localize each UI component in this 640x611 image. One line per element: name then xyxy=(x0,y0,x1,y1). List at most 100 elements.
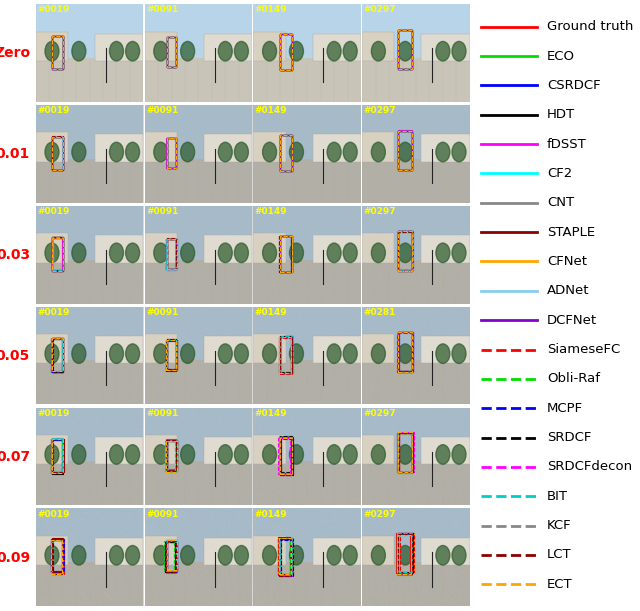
Bar xyxy=(167,440,177,470)
Bar xyxy=(398,433,412,472)
Circle shape xyxy=(218,546,232,565)
Bar xyxy=(95,336,143,364)
Bar xyxy=(51,439,62,472)
Bar xyxy=(280,437,291,474)
Bar xyxy=(280,538,292,575)
Bar xyxy=(397,332,412,371)
Bar xyxy=(280,437,292,474)
Bar xyxy=(280,538,292,575)
Bar xyxy=(204,437,252,464)
Bar xyxy=(166,441,176,472)
Circle shape xyxy=(125,344,140,364)
Bar xyxy=(52,136,63,170)
Circle shape xyxy=(452,546,466,565)
Bar xyxy=(397,433,412,473)
Circle shape xyxy=(125,445,140,464)
Text: CF2: CF2 xyxy=(547,167,572,180)
Polygon shape xyxy=(362,260,470,304)
Bar xyxy=(398,30,412,69)
Bar xyxy=(421,134,470,162)
Bar xyxy=(52,137,63,170)
Circle shape xyxy=(234,243,248,263)
Bar xyxy=(52,36,63,69)
Bar xyxy=(280,34,292,70)
Polygon shape xyxy=(36,562,143,606)
Bar xyxy=(279,337,291,373)
Bar xyxy=(52,36,63,69)
Circle shape xyxy=(343,445,357,464)
Polygon shape xyxy=(145,260,252,304)
Bar xyxy=(36,32,68,61)
Bar xyxy=(52,439,63,472)
Bar xyxy=(280,34,292,70)
Bar xyxy=(280,34,292,70)
Text: #0149: #0149 xyxy=(255,207,287,216)
Bar xyxy=(166,37,177,67)
Bar xyxy=(145,233,177,263)
Text: #0019: #0019 xyxy=(37,5,70,15)
Bar xyxy=(166,339,177,369)
Bar xyxy=(397,533,412,573)
Bar xyxy=(166,541,177,572)
Bar xyxy=(167,541,177,572)
Bar xyxy=(398,232,412,271)
Polygon shape xyxy=(145,159,252,203)
Polygon shape xyxy=(253,260,361,304)
Bar xyxy=(166,239,176,269)
Circle shape xyxy=(72,445,86,464)
Bar xyxy=(280,236,291,273)
Bar xyxy=(52,137,63,170)
Bar xyxy=(36,334,68,364)
Bar xyxy=(398,231,412,270)
Bar xyxy=(52,540,63,573)
Circle shape xyxy=(452,445,466,464)
Bar xyxy=(52,238,63,271)
Bar xyxy=(399,433,413,472)
Text: #0019: #0019 xyxy=(37,106,70,115)
Polygon shape xyxy=(36,159,143,203)
Bar xyxy=(398,332,412,371)
Bar xyxy=(280,135,292,171)
Bar xyxy=(52,440,63,473)
Circle shape xyxy=(262,546,276,565)
Circle shape xyxy=(218,243,232,263)
Bar xyxy=(398,30,412,69)
Bar xyxy=(52,36,63,69)
Bar xyxy=(166,441,176,470)
Circle shape xyxy=(180,42,195,61)
Bar xyxy=(52,338,63,371)
Polygon shape xyxy=(253,4,361,58)
Bar xyxy=(52,137,63,170)
Bar xyxy=(166,37,177,67)
Bar xyxy=(166,540,176,569)
Text: #0091: #0091 xyxy=(146,308,179,317)
Text: #0091: #0091 xyxy=(146,106,179,115)
Circle shape xyxy=(125,42,140,61)
Bar xyxy=(166,340,176,370)
Bar xyxy=(166,340,177,370)
Polygon shape xyxy=(362,562,470,606)
Circle shape xyxy=(262,344,276,364)
Bar xyxy=(279,437,291,474)
Bar xyxy=(398,533,412,573)
Text: Zero: Zero xyxy=(0,46,30,60)
Bar xyxy=(52,237,63,271)
Bar xyxy=(278,539,290,576)
Bar xyxy=(280,135,292,171)
Text: BIT: BIT xyxy=(547,489,568,503)
Circle shape xyxy=(343,142,357,162)
Bar xyxy=(280,437,292,474)
Bar xyxy=(280,538,291,574)
Polygon shape xyxy=(36,105,143,159)
Bar xyxy=(278,538,291,574)
Bar xyxy=(166,37,177,67)
Bar xyxy=(51,540,63,574)
Circle shape xyxy=(289,243,303,263)
Circle shape xyxy=(398,445,412,464)
Circle shape xyxy=(327,445,341,464)
Bar xyxy=(95,134,143,162)
Bar xyxy=(166,37,177,67)
Bar xyxy=(166,441,176,470)
Bar xyxy=(279,538,291,575)
Bar xyxy=(52,36,63,69)
